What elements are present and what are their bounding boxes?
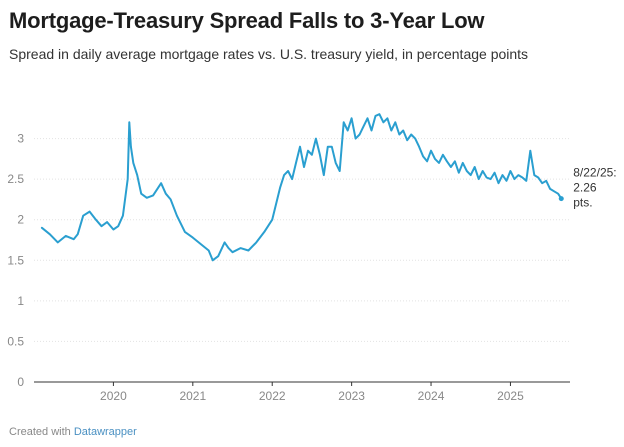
x-tick-label: 2024	[418, 389, 445, 403]
y-tick-label: 1	[17, 294, 24, 308]
x-tick-label: 2020	[100, 389, 127, 403]
annotation-text: 2.26	[573, 181, 597, 195]
footer: Created with Datawrapper	[9, 426, 137, 438]
y-tick-label: 3	[17, 132, 24, 146]
datawrapper-link[interactable]: Datawrapper	[73, 426, 137, 438]
x-tick-label: 2025	[497, 389, 524, 403]
annotation-text: 8/22/25:	[573, 166, 616, 180]
line-chart: 0 0.5 1 1.5 2 2.5 3 2020 2021 2022 2023 2024 2025 8/2…	[7, 113, 617, 403]
x-tick-label: 2021	[179, 389, 206, 403]
y-tick-label: 0	[17, 375, 24, 389]
x-tick-label: 2022	[259, 389, 286, 403]
chart-title: Mortgage-Treasury Spread Falls to 3-Year…	[9, 8, 485, 33]
x-tick-label: 2023	[338, 389, 365, 403]
annotation-text: pts.	[573, 196, 592, 210]
series-line	[40, 113, 563, 262]
series-end-point	[558, 196, 564, 202]
y-tick-label: 2.5	[7, 172, 24, 186]
footer-prefix: Created with	[9, 426, 71, 438]
y-tick-label: 1.5	[7, 253, 24, 267]
y-tick-label: 0.5	[7, 334, 24, 348]
chart-subtitle: Spread in daily average mortgage rates v…	[9, 46, 529, 62]
y-tick-label: 2	[17, 213, 24, 227]
